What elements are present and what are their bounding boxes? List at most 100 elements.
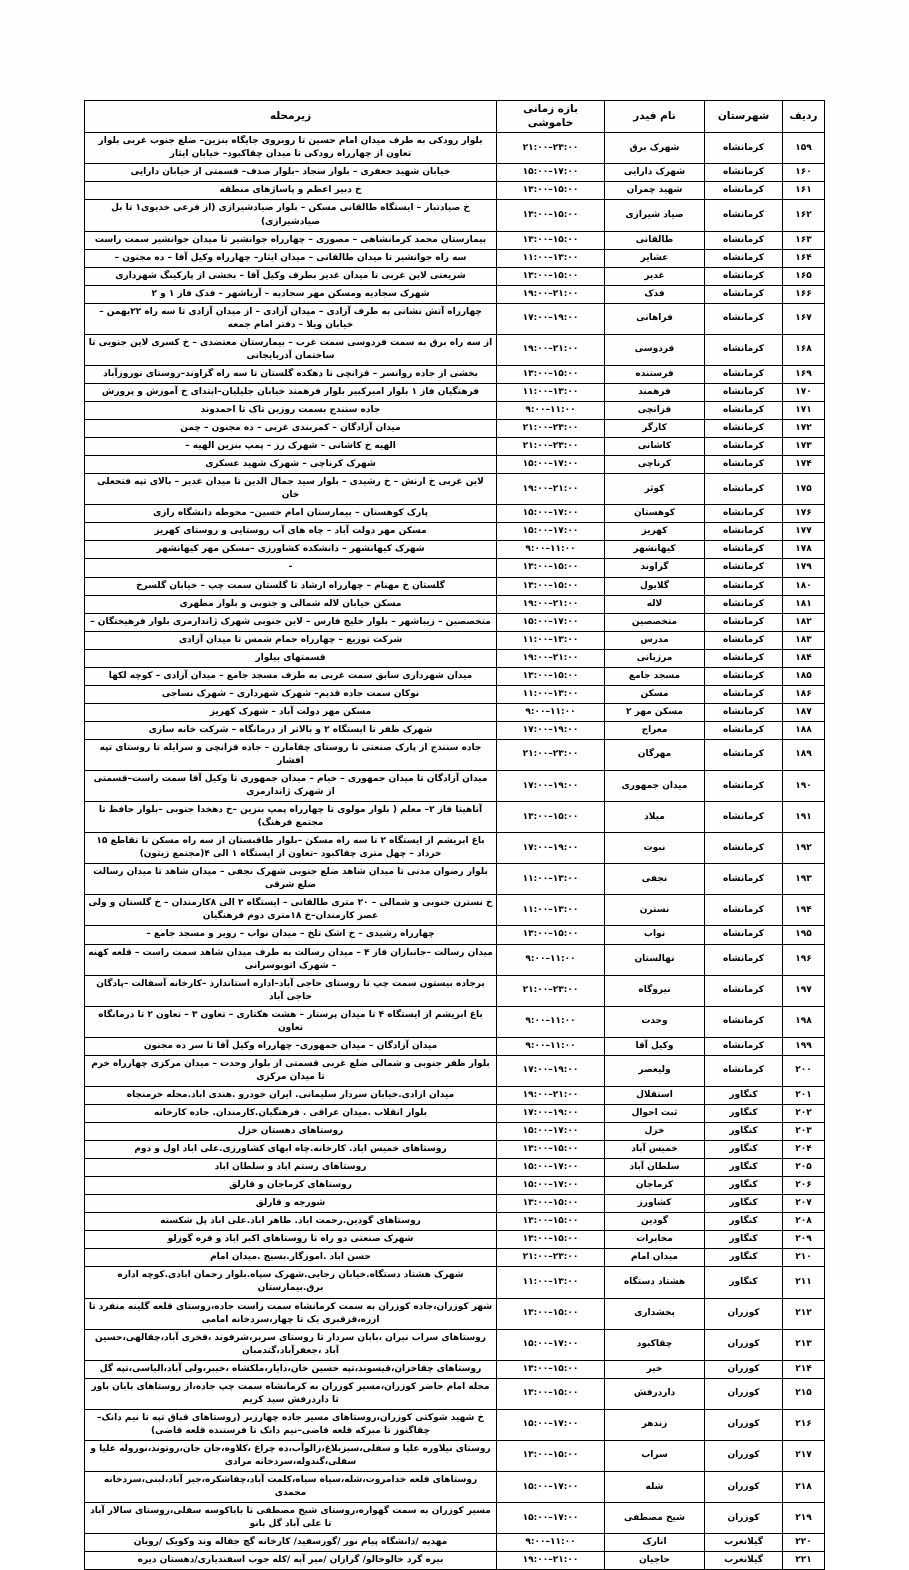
sub-neighborhood-cell: شورجه و قارلق [84,1194,497,1214]
outage-time-range-cell: ۱۷:۰۰–۱۹:۰۰ [496,1103,605,1124]
outage-time-range-cell: ۱۱:۰۰–۱۳:۰۰ [496,894,605,927]
row-number-cell: ۲۲۱ [782,1551,825,1570]
outage-time-range-cell: ۲۱:۰۰–۲۳:۰۰ [496,419,605,439]
table-row: ۲۱۶ کوزران زندهر ۱۵:۰۰–۱۷:۰۰ خ شهید شوکتی کو… [84,1408,825,1441]
county-cell: کرمانشاه [704,925,783,945]
county-cell: کرمانشاه [704,540,783,560]
outage-time-range-cell: ۱۵:۰۰–۱۷:۰۰ [496,1408,605,1441]
table-row: ۱۹۷ کرمانشاه نیروگاه ۲۱:۰۰–۲۳:۰۰ برجاده بیست… [84,974,825,1007]
sub-neighborhood-cell: برجاده بیستون سمت چپ تا روستای حاجی آباد… [84,974,497,1007]
county-cell: کوزران [704,1328,783,1361]
feeder-name-cell: طالقانی [604,230,705,250]
table-row: ۱۷۲ کرمانشاه کارگر ۲۱:۰۰–۲۳:۰۰ میدان آزادگان… [84,419,825,439]
row-number-cell: ۲۲۰ [782,1533,825,1553]
row-number-cell: ۱۷۴ [782,455,825,475]
sub-neighborhood-cell: مسکن مهر دولت آباد – چاه های آب روستایی … [84,522,497,542]
outage-time-range-cell: ۱۱:۰۰–۱۳:۰۰ [496,863,605,896]
county-cell: کنگاور [704,1266,783,1299]
table-row: ۲۰۰ کرمانشاه ولیعصر ۱۷:۰۰–۱۹:۰۰ بلوار ظفر جن… [84,1054,825,1087]
row-number-cell: ۱۶۶ [782,284,825,304]
sub-neighborhood-cell: روستاهای خمیس اباد. کارخانه.چاه ابهای کش… [84,1140,497,1160]
feeder-name-cell: شهرک برق [604,132,705,165]
county-cell: کرمانشاه [704,770,783,803]
feeder-name-cell: وحدت [604,1005,705,1038]
feeder-name-cell: صیاد شیرازی [604,199,705,232]
outage-time-range-cell: ۱۹:۰۰–۲۱:۰۰ [496,333,605,366]
county-cell: کرمانشاه [704,594,783,614]
row-number-cell: ۱۹۱ [782,801,825,834]
table-row: ۲۱۸ کوزران شله ۱۵:۰۰–۱۷:۰۰ روستاهای قلعه خدا… [84,1471,825,1504]
feeder-name-cell: فردوسی [604,333,705,366]
table-row: ۲۱۱ کنگاور هشتاد دستگاه ۱۱:۰۰–۱۳:۰۰ شهرک هشت… [84,1266,825,1299]
feeder-name-cell: نبوت [604,832,705,865]
table-row: ۱۸۲ کرمانشاه متخصصین ۱۵:۰۰–۱۷:۰۰ متخصصین – ز… [84,612,825,632]
table-row: ۱۵۹ کرمانشاه شهرک برق ۲۱:۰۰–۲۳:۰۰ بلوار رودک… [84,132,825,165]
table-row: ۲۰۶ کنگاور کرماجان ۱۵:۰۰–۱۷:۰۰ روستاهای کرما… [84,1176,825,1196]
row-number-cell: ۱۸۱ [782,594,825,614]
row-number-cell: ۲۱۳ [782,1328,825,1361]
row-number-cell: ۲۱۹ [782,1502,825,1535]
outage-time-range-cell: ۹:۰۰–۱۱:۰۰ [496,702,605,722]
row-number-cell: ۲۰۵ [782,1158,825,1178]
column-header-row-number: ردیف [782,99,825,134]
table-row: ۲۱۴ کوزران خیر ۱۳:۰۰–۱۵:۰۰ روستاهای چقاخزان،… [84,1359,825,1379]
sub-neighborhood-cell: بلوار ظفر جنوبی و شمالی ضلع غربی قسمتی ا… [84,1054,497,1087]
row-number-cell: ۲۰۳ [782,1122,825,1142]
row-number-cell: ۲۱۱ [782,1266,825,1299]
county-cell: کرمانشاه [704,612,783,632]
outage-time-range-cell: ۱۳:۰۰–۱۵:۰۰ [496,576,605,596]
feeder-name-cell: فرستنده [604,364,705,384]
feeder-name-cell: نهالستان [604,943,705,976]
row-number-cell: ۱۷۱ [782,401,825,421]
feeder-name-cell: کشاورز [604,1194,705,1214]
row-number-cell: ۱۷۵ [782,473,825,506]
outage-time-range-cell: ۱۵:۰۰–۱۷:۰۰ [496,1471,605,1504]
row-number-cell: ۱۷۲ [782,419,825,439]
county-cell: کرمانشاه [704,863,783,896]
column-header-sub-neighborhood: زیرمحله [84,99,497,134]
table-header-row: ردیف شهرستان نام فیدر بازه زمانی خاموشی … [84,99,825,134]
county-cell: کرمانشاه [704,702,783,722]
row-number-cell: ۱۵۹ [782,132,825,165]
table-row: ۱۷۶ کرمانشاه کوهستان ۱۵:۰۰–۱۷:۰۰ پارک کوهستا… [84,504,825,524]
sub-neighborhood-cell: چهارراه آتش نشانی به طرف آزادی – میدان آ… [84,302,497,335]
county-cell: کرمانشاه [704,364,783,384]
feeder-name-cell: سراب [604,1439,705,1473]
feeder-name-cell: کارگر [604,419,705,439]
county-cell: کرمانشاه [704,684,783,704]
county-cell: کرمانشاه [704,266,783,286]
column-header-feeder-name: نام فیدر [604,99,705,134]
county-cell: کرمانشاه [704,943,783,976]
outage-time-range-cell: ۱۳:۰۰–۱۵:۰۰ [496,558,605,578]
outage-time-range-cell: ۱۷:۰۰–۱۹:۰۰ [496,832,605,865]
table-row: ۲۱۰ کنگاور میدان امام ۲۱:۰۰–۲۳:۰۰ حسن اباد .… [84,1248,825,1268]
outage-time-range-cell: ۱۳:۰۰–۱۵:۰۰ [496,1212,605,1232]
outage-time-range-cell: ۹:۰۰–۱۱:۰۰ [496,401,605,421]
table-row: ۱۶۸ کرمانشاه فردوسی ۱۹:۰۰–۲۱:۰۰ از سه راه بر… [84,333,825,366]
row-number-cell: ۱۷۳ [782,437,825,457]
outage-time-range-cell: ۲۱:۰۰–۲۳:۰۰ [496,1248,605,1268]
sub-neighborhood-cell: روستاهای قلعه خدامروت،شله،سیاه سیاه،کلمت… [84,1471,497,1504]
outage-time-range-cell: ۱۵:۰۰–۱۷:۰۰ [496,1158,605,1178]
sub-neighborhood-cell: شهرک هشتاد دستگاه.خیابان رجایی.شهرک سپاه… [84,1266,497,1299]
sub-neighborhood-cell: میدان شهرداری سابق سمت غربی به طرف مسجد … [84,666,497,686]
county-cell: کرمانشاه [704,382,783,403]
table-row: ۱۷۵ کرمانشاه کوثر ۱۹:۰۰–۲۱:۰۰ لاین غربی خ ار… [84,473,825,506]
row-number-cell: ۱۸۳ [782,630,825,650]
table-row: ۱۶۶ کرمانشاه فدک ۱۹:۰۰–۲۱:۰۰ شهرک سجادیه ومس… [84,284,825,304]
sub-neighborhood-cell: الهیه خ کاشانی – شهرک رز – پمپ بنزین اله… [84,437,497,457]
sub-neighborhood-cell: میدان آزادگان – میدان جمهوری– چهارراه وک… [84,1036,497,1056]
feeder-name-cell: غدیر [604,266,705,286]
sub-neighborhood-cell: جاده سنندج بسمت روزین تاک تا احمدوند [84,401,497,421]
table-row: ۱۹۸ کرمانشاه وحدت ۹:۰۰–۱۱:۰۰ باغ ابریشم از ا… [84,1005,825,1038]
feeder-name-cell: مخابرات [604,1230,705,1250]
county-cell: کرمانشاه [704,666,783,686]
county-cell: کرمانشاه [704,720,783,740]
outage-time-range-cell: ۱۱:۰۰–۱۳:۰۰ [496,630,605,650]
county-cell: کرمانشاه [704,504,783,524]
county-cell: کرمانشاه [704,473,783,506]
county-cell: کرمانشاه [704,199,783,232]
feeder-name-cell: فدک [604,284,705,304]
row-number-cell: ۱۷۰ [782,382,825,403]
sub-neighborhood-cell: آناهیتا فاز ۲– معلم ( بلوار مولوی تا چها… [84,801,497,834]
